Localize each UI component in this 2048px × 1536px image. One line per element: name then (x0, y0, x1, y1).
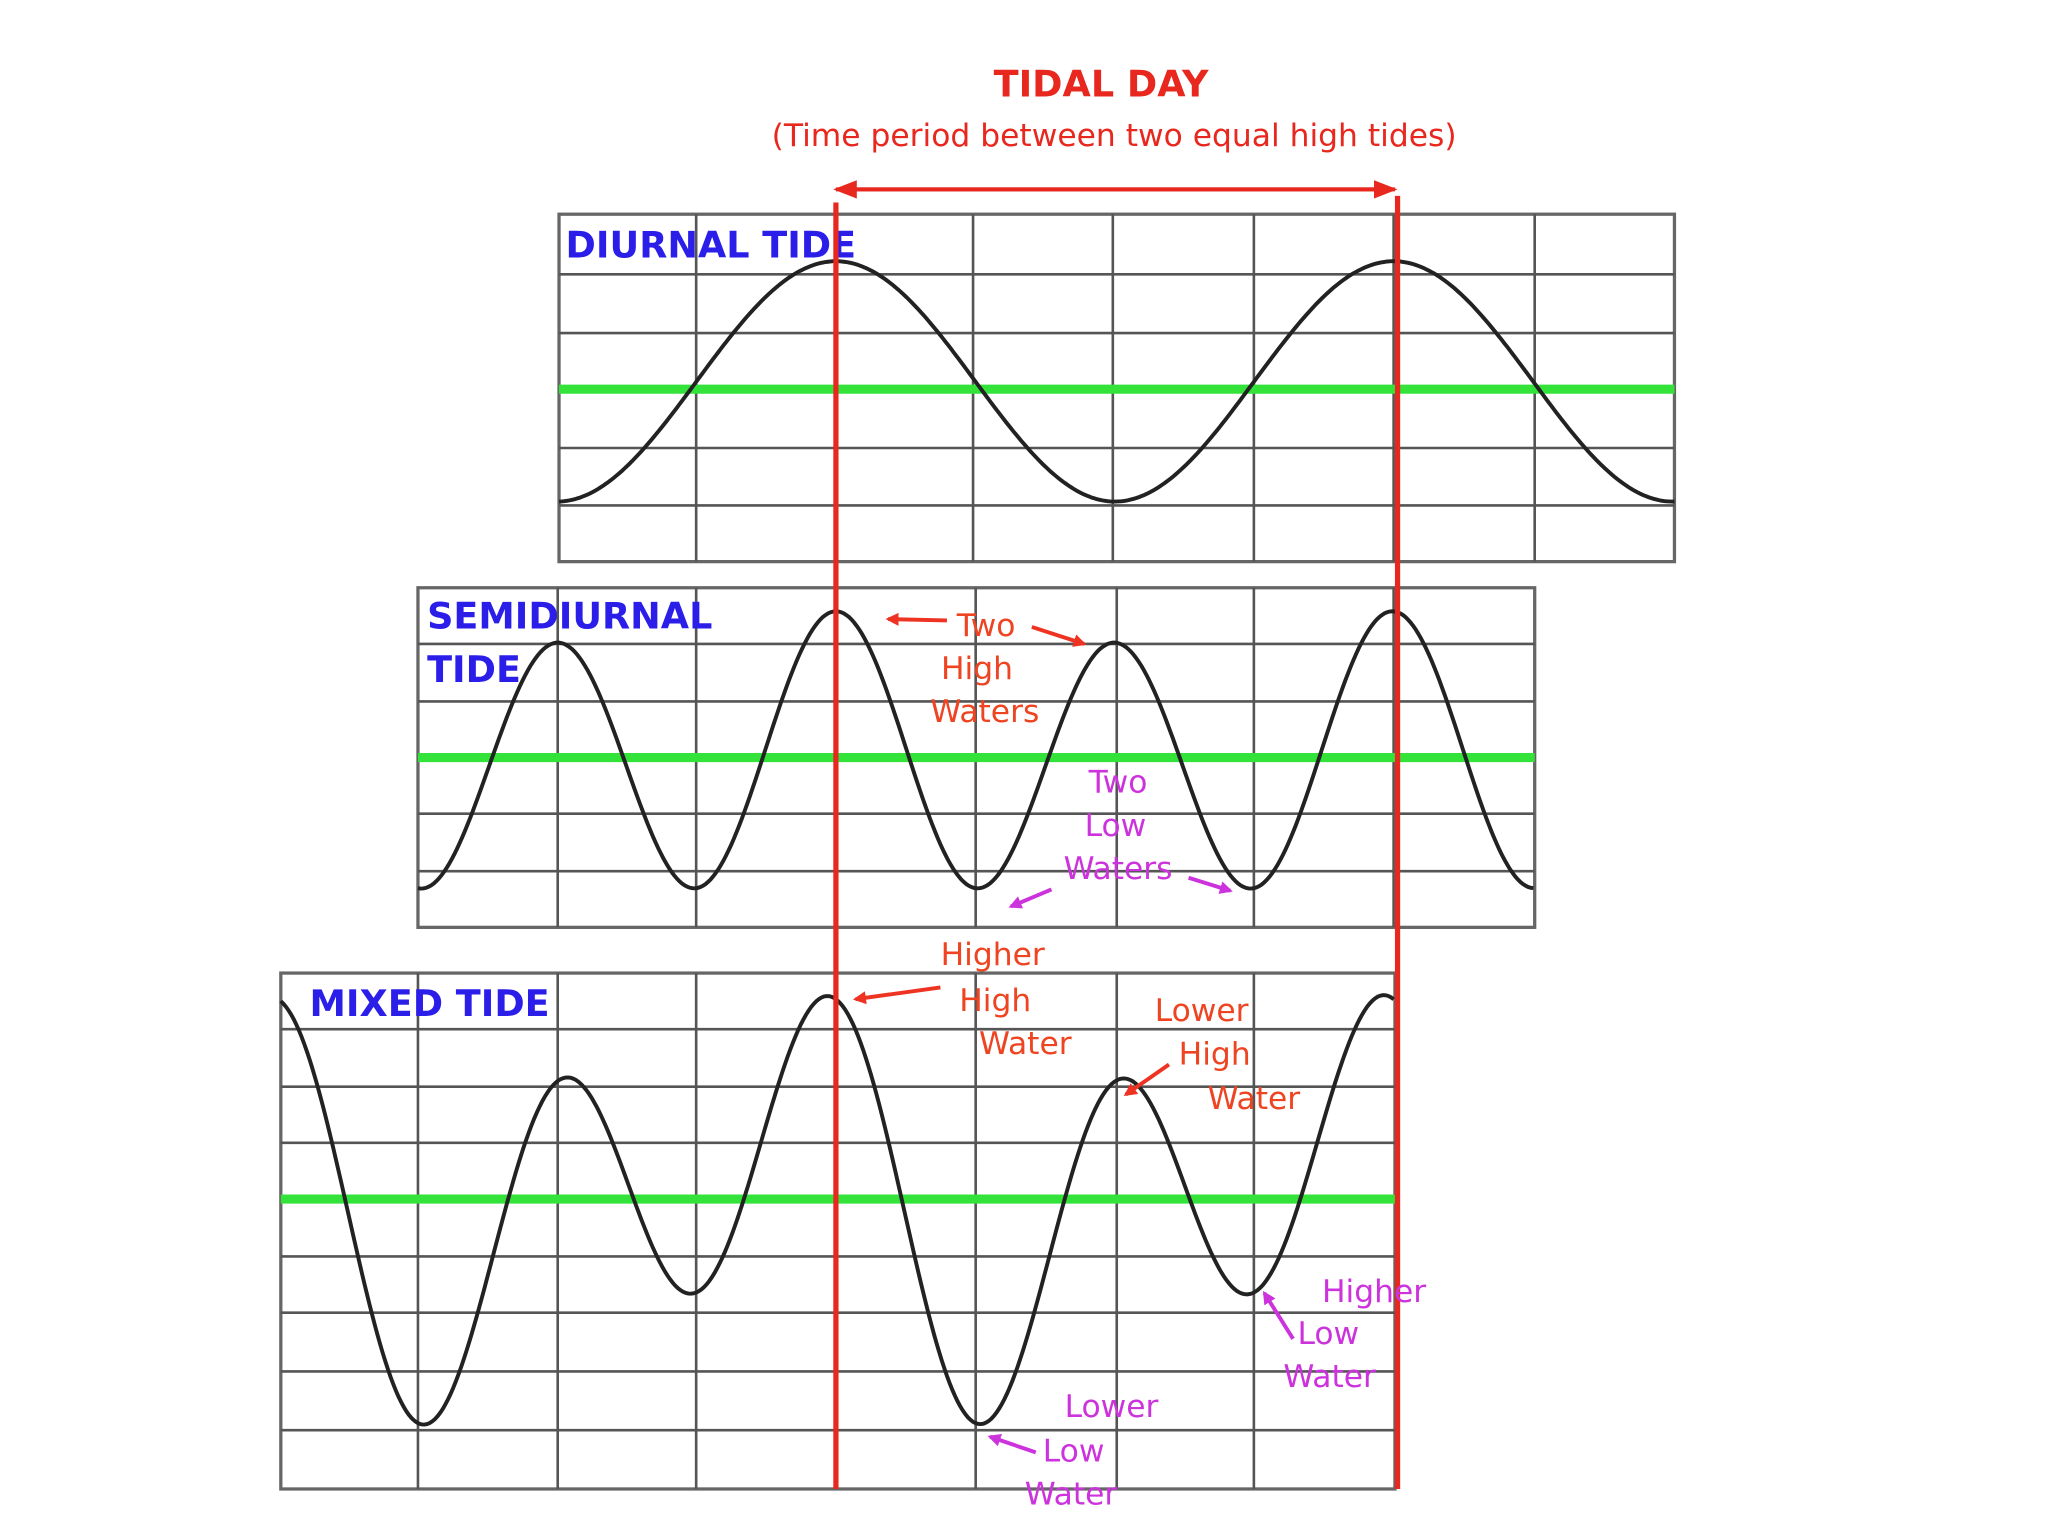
annotation-arrow (1262, 1290, 1295, 1340)
annotation: Low (1297, 1316, 1359, 1352)
annotation: Lower (1065, 1389, 1159, 1425)
annotation: Water (979, 1026, 1072, 1062)
panel-label: SEMIDIURNAL (427, 594, 712, 637)
annotation: Two (956, 608, 1016, 644)
annotation: Lower (1155, 993, 1249, 1029)
annotation: High (1179, 1036, 1251, 1072)
annotation: Low (1043, 1433, 1105, 1469)
tide-curve (558, 259, 1675, 504)
panel-label: TIDE (427, 648, 521, 691)
annotation: High (941, 651, 1013, 687)
annotation-arrow (987, 1433, 1037, 1455)
annotation-arrow (1008, 887, 1053, 909)
annotation: Water (1283, 1359, 1376, 1395)
panel-label: DIURNAL TIDE (566, 223, 857, 266)
panels: DIURNAL TIDE SEMIDIURNAL TIDE MIXED TIDE Two… (279, 180, 1677, 1513)
annotation: Waters (930, 694, 1039, 730)
annotation-arrow (1123, 1062, 1171, 1097)
annotation: Water (1025, 1477, 1118, 1513)
title: TIDAL DAY (994, 63, 1209, 106)
annotation-arrow (852, 985, 941, 1005)
annotation: Two (1088, 765, 1148, 801)
annotation: High (959, 983, 1031, 1019)
annotation: Waters (1064, 851, 1173, 887)
annotation: Higher (1322, 1274, 1426, 1310)
tide-curve (417, 609, 1534, 891)
annotation: Water (1208, 1081, 1301, 1117)
annotation: Higher (941, 937, 1045, 973)
annotation-arrow (1031, 625, 1087, 647)
subtitle: (Time period between two equal high tide… (772, 118, 1457, 154)
annotation: Low (1085, 808, 1147, 844)
annotation-arrow (1187, 875, 1233, 894)
annotation-arrow (885, 612, 947, 626)
panel-label: MIXED TIDE (310, 982, 550, 1025)
